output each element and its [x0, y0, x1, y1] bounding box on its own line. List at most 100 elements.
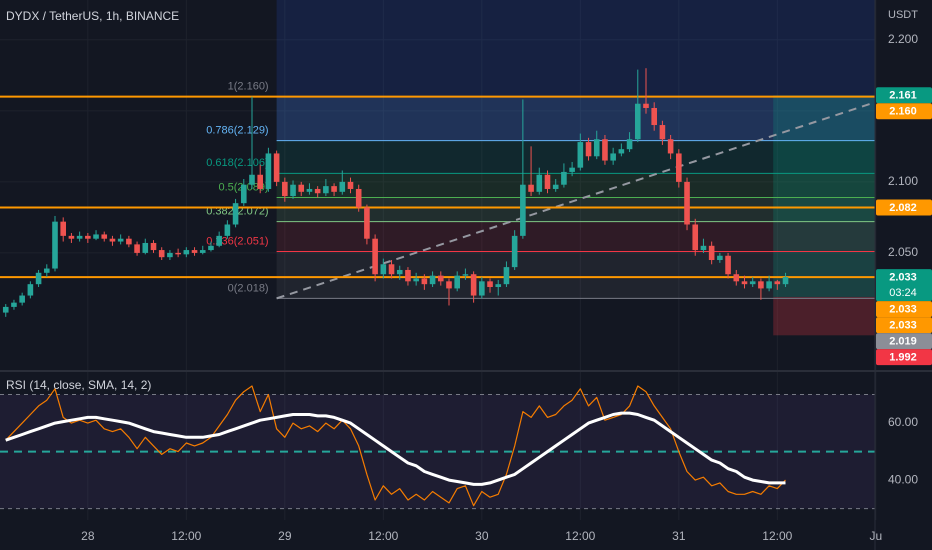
y-tick-label: 2.100: [888, 174, 918, 188]
x-tick-label: 12:00: [368, 529, 398, 543]
candle-body: [495, 284, 502, 288]
rsi-title: RSI (14, close, SMA, 14, 2): [6, 378, 151, 392]
candle-body: [413, 278, 419, 282]
price-tag: [876, 269, 932, 302]
candle-body: [183, 250, 190, 255]
candle-body: [626, 139, 633, 150]
price-tag: [876, 103, 932, 120]
candle-body: [249, 174, 255, 185]
price-tag-label: 1.992: [889, 351, 917, 363]
candle-body: [314, 188, 321, 194]
candle-body: [610, 153, 616, 161]
candle-body: [766, 281, 772, 289]
x-tick-label: 30: [475, 529, 489, 543]
fib-band: [276, 197, 876, 222]
candle-body: [708, 245, 715, 261]
candle-body: [725, 255, 731, 275]
candle-body: [232, 203, 239, 225]
candle-body: [19, 295, 25, 303]
candle-body: [659, 125, 666, 140]
x-tick-label: 31: [672, 529, 686, 543]
candle-body: [700, 245, 707, 251]
candle-body: [306, 188, 313, 192]
candle-body: [618, 149, 625, 154]
fib-label: 0.786(2.129): [206, 125, 268, 137]
x-tick-label: Ju: [869, 529, 882, 543]
price-tag-countdown: 03:24: [889, 287, 917, 299]
fib-label: 0.618(2.106): [206, 157, 268, 169]
position-loss: [773, 296, 875, 336]
y-tick-label: 2.050: [888, 245, 918, 259]
price-tag-label: 2.033: [889, 271, 917, 283]
candle-body: [520, 184, 526, 236]
candle-body: [577, 142, 584, 168]
candle-body: [117, 238, 124, 242]
fib-band: [276, 140, 876, 174]
candle-body: [421, 278, 428, 285]
candle-body: [487, 281, 493, 288]
candle-body: [634, 103, 641, 140]
candle-body: [528, 184, 534, 192]
price-tag: [876, 199, 932, 216]
candle-body: [158, 250, 165, 258]
candle-body: [479, 281, 485, 296]
candle-body: [396, 269, 403, 275]
candle-body: [134, 244, 140, 253]
price-axis-label: USDT: [888, 9, 918, 21]
x-tick-label: 12:00: [171, 529, 201, 543]
candle-body: [692, 224, 699, 251]
candle-body: [290, 184, 296, 197]
candle-body: [93, 234, 99, 239]
candle-body: [68, 235, 75, 239]
fib-band: [276, 96, 876, 141]
candle-body: [27, 284, 34, 296]
candle-body: [355, 188, 362, 208]
candle-body: [60, 221, 67, 236]
candle-body: [331, 186, 337, 192]
candle-body: [43, 268, 50, 273]
y-tick-label: 2.200: [888, 32, 918, 46]
candle-body: [676, 153, 682, 182]
price-tag-label: 2.033: [889, 303, 917, 315]
x-tick-label: 28: [81, 529, 95, 543]
candle-body: [2, 306, 9, 313]
candle-body: [142, 242, 149, 253]
candle-body: [224, 224, 231, 236]
candle-body: [462, 274, 469, 276]
x-tick-label: 29: [278, 529, 292, 543]
candle-body: [758, 281, 764, 289]
candle-body: [167, 252, 173, 258]
fib-top-zone: [276, 0, 876, 141]
price-tag: [876, 333, 932, 350]
candle-body: [85, 235, 91, 239]
candle-body: [282, 181, 288, 197]
candle-body: [257, 174, 264, 189]
x-tick-label: 12:00: [565, 529, 595, 543]
candle-body: [52, 221, 58, 269]
candle-body: [339, 181, 346, 192]
candle-body: [602, 139, 608, 161]
candle-body: [733, 274, 740, 282]
candle-body: [35, 272, 42, 285]
candle-body: [470, 274, 477, 296]
candle-body: [372, 238, 378, 275]
candle-body: [446, 281, 452, 289]
rsi-line: [5, 385, 786, 507]
rsi-tick-label: 60.00: [888, 415, 918, 429]
candle-body: [749, 281, 756, 285]
rsi-line: [5, 411, 786, 486]
price-tag-label: 2.082: [889, 202, 917, 214]
fib-label: 0(2.018): [228, 282, 269, 294]
candle-body: [150, 242, 157, 251]
candle-body: [667, 139, 674, 154]
position-profit: [773, 95, 875, 297]
candle-body: [561, 171, 567, 185]
candle-body: [11, 302, 17, 307]
candle-body: [126, 238, 132, 245]
price-tag-label: 2.019: [889, 335, 917, 347]
price-tag: [876, 301, 932, 318]
candle-body: [364, 207, 370, 239]
candle-body: [101, 234, 108, 239]
candle-body: [429, 275, 436, 285]
x-tick-label: 12:00: [762, 529, 792, 543]
